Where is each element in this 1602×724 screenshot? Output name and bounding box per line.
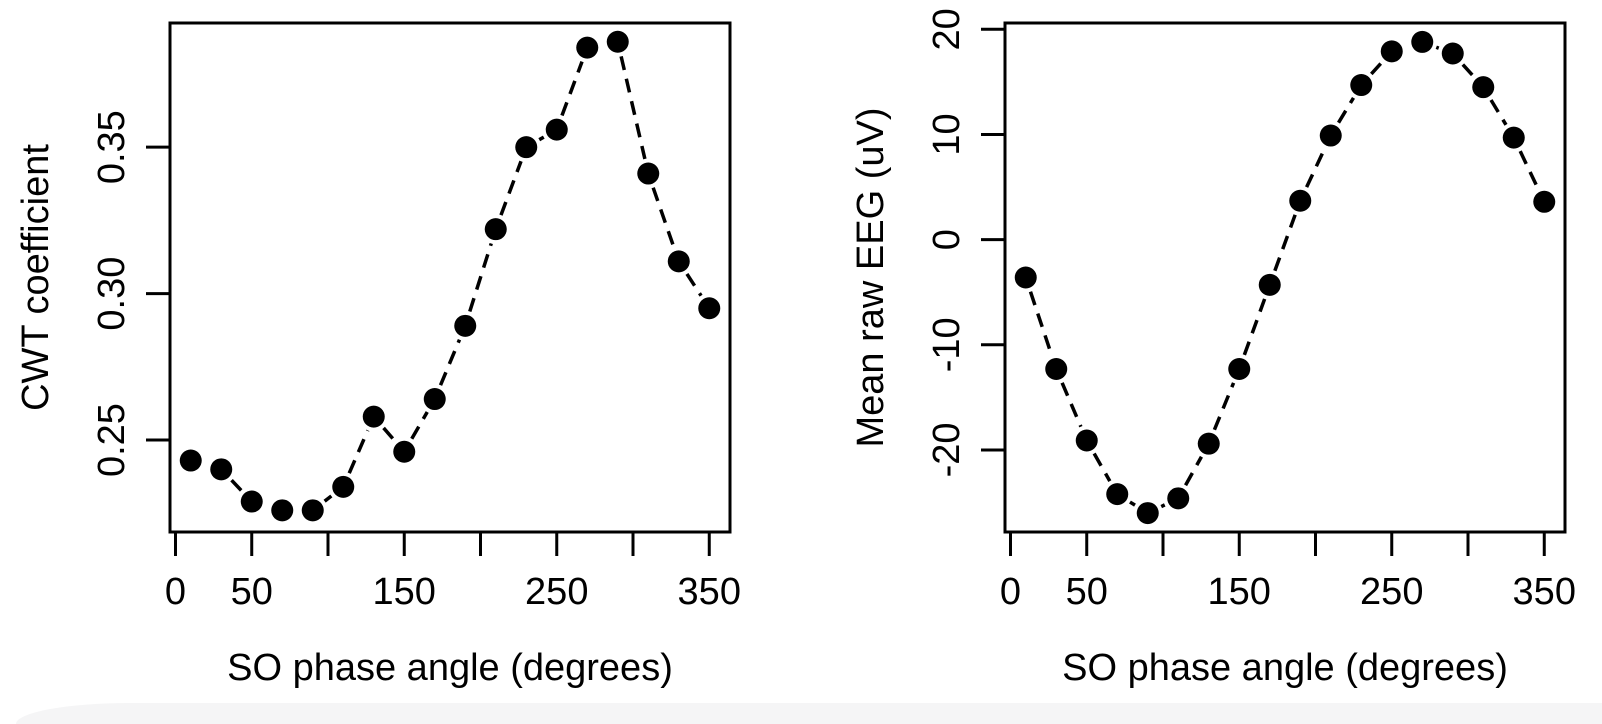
line-segment bbox=[1305, 148, 1326, 188]
line-segment bbox=[468, 242, 493, 313]
data-point bbox=[484, 218, 507, 241]
data-point bbox=[1228, 357, 1251, 380]
line-segment bbox=[651, 187, 676, 248]
line-segment bbox=[560, 61, 584, 117]
data-point bbox=[1350, 74, 1373, 97]
data-point bbox=[1411, 30, 1434, 53]
x-tick-label: 0 bbox=[1000, 571, 1021, 613]
line-segment bbox=[1184, 455, 1203, 487]
line-segment bbox=[1028, 291, 1054, 356]
y-tick-label: 10 bbox=[926, 113, 968, 155]
line-segment bbox=[438, 338, 462, 386]
data-point bbox=[332, 475, 355, 498]
line-segment bbox=[1370, 61, 1383, 76]
data-point bbox=[576, 36, 599, 59]
data-point bbox=[271, 499, 294, 522]
data-point bbox=[1258, 273, 1281, 296]
y-tick-label: 0.30 bbox=[91, 257, 133, 331]
y-tick-label: -20 bbox=[926, 423, 968, 478]
data-point bbox=[1380, 40, 1403, 63]
line-segment bbox=[323, 494, 333, 503]
y-tick-label: 20 bbox=[926, 8, 968, 50]
line-segment bbox=[1337, 96, 1355, 124]
data-point bbox=[1136, 502, 1159, 525]
line-segment bbox=[1435, 45, 1440, 50]
data-point bbox=[606, 30, 629, 53]
line-segment bbox=[1129, 500, 1136, 507]
x-axis-title: SO phase angle (degrees) bbox=[227, 647, 673, 689]
data-point bbox=[1502, 126, 1525, 149]
plot-1: 0 50 150 250 350 -20 -10 0 10 20 SO phase angle (d… bbox=[850, 8, 1576, 689]
line-segment bbox=[382, 426, 396, 442]
line-segment bbox=[1060, 382, 1083, 428]
plot-box bbox=[168, 21, 732, 534]
x-tick-label: 250 bbox=[525, 571, 588, 613]
line-segment bbox=[1160, 503, 1166, 509]
plot-0: 0 50 150 250 350 0.25 0.30 0.35 SO phase angle (… bbox=[15, 21, 741, 689]
data-point bbox=[1106, 483, 1129, 506]
x-tick-label: 0 bbox=[165, 571, 186, 613]
data-point bbox=[1197, 432, 1220, 455]
line-segment bbox=[1273, 214, 1297, 272]
x-tick-label: 250 bbox=[1360, 571, 1423, 613]
line-segment bbox=[1092, 452, 1112, 482]
y-tick-label: 0.35 bbox=[91, 110, 133, 184]
line-segment bbox=[1518, 150, 1540, 189]
line-segment bbox=[1489, 99, 1508, 126]
line-segment bbox=[410, 411, 429, 440]
data-point bbox=[362, 405, 385, 428]
data-point bbox=[1533, 190, 1556, 213]
data-point bbox=[637, 162, 660, 185]
y-tick-label: 0 bbox=[926, 229, 968, 250]
y-tick-label: -10 bbox=[926, 317, 968, 372]
data-point bbox=[240, 490, 263, 513]
data-point bbox=[698, 297, 721, 320]
bottom-window-edge bbox=[16, 703, 1602, 724]
y-axis-title: Mean raw EEG (uV) bbox=[850, 108, 892, 448]
y-axis-title: CWT coefficient bbox=[15, 144, 57, 411]
x-axis-title: SO phase angle (degrees) bbox=[1062, 647, 1508, 689]
line-segment bbox=[1212, 382, 1236, 431]
data-point bbox=[1014, 266, 1037, 289]
data-point bbox=[1472, 76, 1495, 99]
line-segment bbox=[347, 429, 370, 474]
data-point bbox=[179, 449, 202, 472]
data-point bbox=[1441, 42, 1464, 65]
line-segment bbox=[1461, 63, 1475, 78]
x-tick-label: 50 bbox=[231, 571, 273, 613]
data-point bbox=[667, 250, 690, 273]
data-point bbox=[1319, 124, 1342, 147]
data-point bbox=[423, 388, 446, 411]
data-point bbox=[454, 314, 477, 337]
plot-box bbox=[1003, 21, 1567, 534]
line-segment bbox=[538, 135, 545, 142]
data-point bbox=[1289, 189, 1312, 212]
x-tick-label: 350 bbox=[1513, 571, 1576, 613]
x-tick-label: 50 bbox=[1066, 571, 1108, 613]
data-point bbox=[515, 136, 538, 159]
x-tick-label: 150 bbox=[1208, 571, 1271, 613]
line-segment bbox=[619, 55, 647, 160]
data-point bbox=[393, 440, 416, 463]
x-tick-label: 350 bbox=[678, 571, 741, 613]
line-segment bbox=[230, 479, 243, 492]
line-segment bbox=[1242, 298, 1267, 356]
y-tick-label: 0.25 bbox=[91, 403, 133, 477]
data-point bbox=[1167, 487, 1190, 510]
data-point bbox=[210, 458, 233, 481]
data-point bbox=[301, 499, 324, 522]
data-point bbox=[1075, 429, 1098, 452]
data-point bbox=[545, 118, 568, 141]
line-segment bbox=[499, 160, 523, 216]
line-segment bbox=[685, 273, 703, 297]
x-tick-label: 150 bbox=[373, 571, 436, 613]
data-point bbox=[1045, 357, 1068, 380]
